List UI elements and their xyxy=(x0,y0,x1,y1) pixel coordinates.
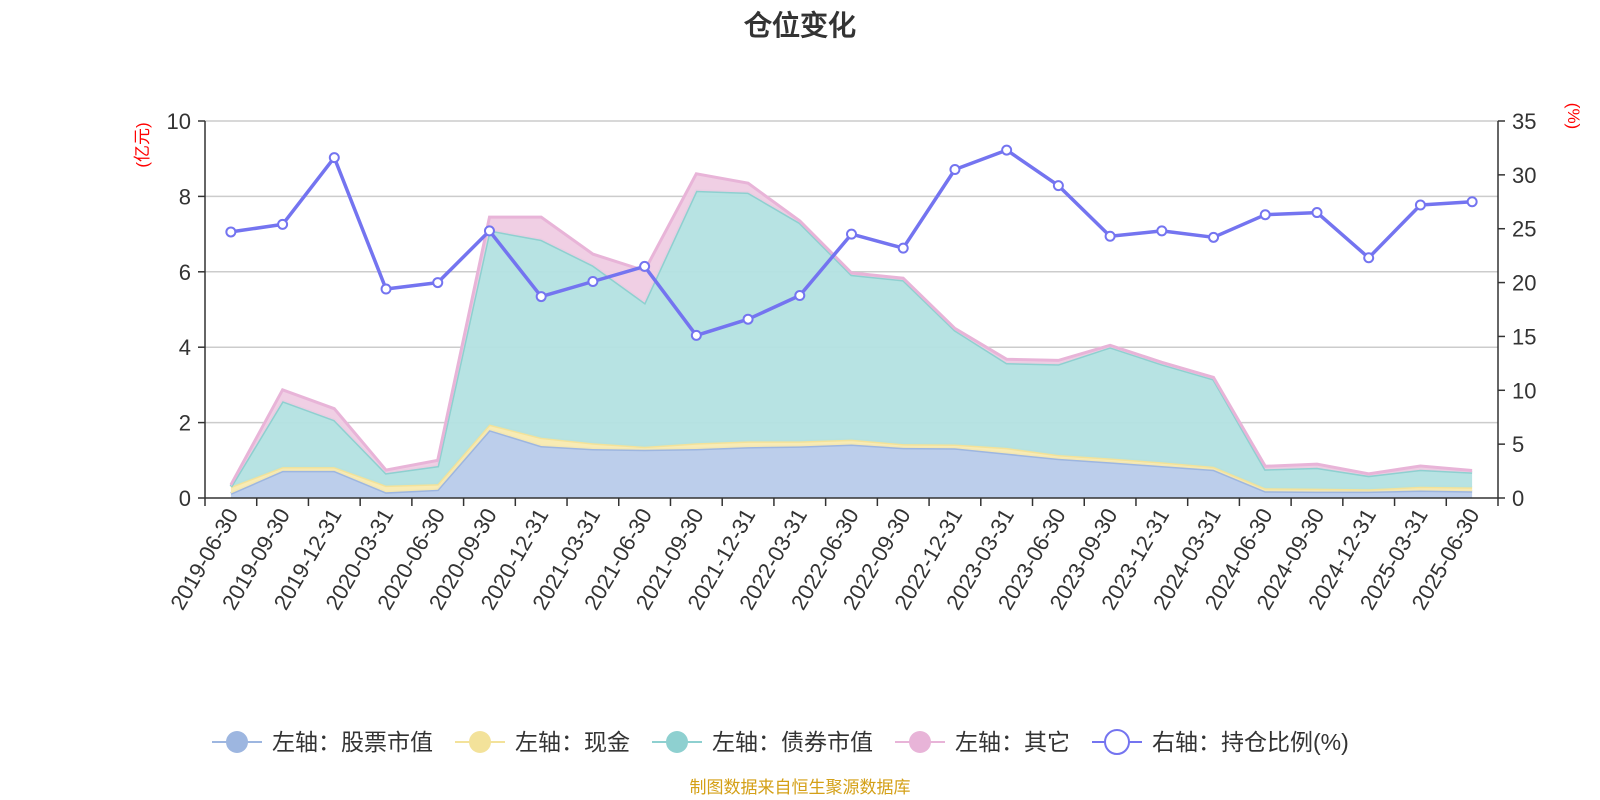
ratio-point xyxy=(897,242,909,254)
legend-item-1: 左轴：股票市值 xyxy=(212,729,433,755)
legend-label: 左轴：股票市值 xyxy=(272,729,433,755)
ratio-point xyxy=(328,152,340,164)
area-series-2 xyxy=(230,424,1473,494)
legend-marker-icon xyxy=(666,731,688,753)
left-axis-ticks: 0 2 4 6 8 10 xyxy=(167,109,205,511)
ratio-point xyxy=(483,225,495,237)
ratio-point xyxy=(277,218,289,230)
legend-label: 右轴：持仓比例(%) xyxy=(1152,729,1349,755)
legend-label: 左轴：现金 xyxy=(515,729,630,755)
ratio-point xyxy=(639,260,651,272)
left-tick-label: 4 xyxy=(179,335,191,360)
ratio-point xyxy=(380,283,392,295)
left-tick-label: 2 xyxy=(179,411,191,436)
ratio-point xyxy=(690,329,702,341)
left-tick-label: 8 xyxy=(179,184,191,209)
ratio-point xyxy=(1414,199,1426,211)
right-tick-label: 35 xyxy=(1512,109,1536,134)
axes xyxy=(204,121,1499,499)
legend-item-3: 左轴：债券市值 xyxy=(652,729,873,755)
right-axis-unit: (%) xyxy=(1564,103,1583,129)
ratio-point xyxy=(587,275,599,287)
right-axis-ticks: 0 5 10 15 20 25 30 35 xyxy=(1498,109,1536,511)
legend-item-2: 左轴：现金 xyxy=(455,729,630,755)
area-edge-series-4 xyxy=(229,172,1473,486)
stacked-areas xyxy=(229,172,1473,498)
ratio-point xyxy=(1311,207,1323,219)
legend-marker-icon xyxy=(1104,729,1130,755)
legend: 左轴：股票市值 左轴：现金 左轴：债券市值 左轴：其它 右轴：持仓比例(%) xyxy=(212,729,1349,755)
ratio-point xyxy=(949,163,961,175)
legend-marker-icon xyxy=(226,731,248,753)
legend-marker-icon xyxy=(469,731,491,753)
ratio-point xyxy=(432,277,444,289)
left-tick-label: 0 xyxy=(179,486,191,511)
right-tick-label: 0 xyxy=(1512,486,1524,511)
right-tick-label: 15 xyxy=(1512,324,1536,349)
right-tick-label: 10 xyxy=(1512,378,1536,403)
left-tick-label: 6 xyxy=(179,260,191,285)
legend-item-5: 右轴：持仓比例(%) xyxy=(1092,729,1349,755)
ratio-point xyxy=(1156,225,1168,237)
ratio-point xyxy=(1001,144,1013,156)
legend-label: 左轴：其它 xyxy=(955,729,1070,755)
data-source-note: 制图数据来自恒生聚源数据库 xyxy=(689,778,911,797)
right-tick-label: 30 xyxy=(1512,163,1536,188)
left-axis-unit: (亿元) xyxy=(133,122,152,167)
ratio-line xyxy=(225,144,1478,341)
ratio-point xyxy=(1208,231,1220,243)
ratio-point xyxy=(794,289,806,301)
right-tick-label: 20 xyxy=(1512,271,1536,296)
ratio-point xyxy=(535,291,547,303)
legend-label: 左轴：债券市值 xyxy=(712,729,873,755)
area-series-3 xyxy=(230,190,1473,490)
ratio-point xyxy=(1259,209,1271,221)
legend-item-4: 左轴：其它 xyxy=(895,729,1070,755)
legend-marker-icon xyxy=(909,731,931,753)
chart-title: 仓位变化 xyxy=(743,10,856,41)
ratio-point xyxy=(1104,230,1116,242)
ratio-point xyxy=(1466,196,1478,208)
ratio-point xyxy=(1052,180,1064,192)
ratio-point xyxy=(742,313,754,325)
ratio-point xyxy=(1363,252,1375,264)
right-tick-label: 5 xyxy=(1512,432,1524,457)
ratio-point xyxy=(846,228,857,240)
x-axis-ticks: 2019-06-302019-09-302019-12-312020-03-31… xyxy=(165,498,1499,614)
left-tick-label: 10 xyxy=(167,109,191,134)
right-tick-label: 25 xyxy=(1512,217,1536,242)
ratio-point xyxy=(225,226,237,238)
